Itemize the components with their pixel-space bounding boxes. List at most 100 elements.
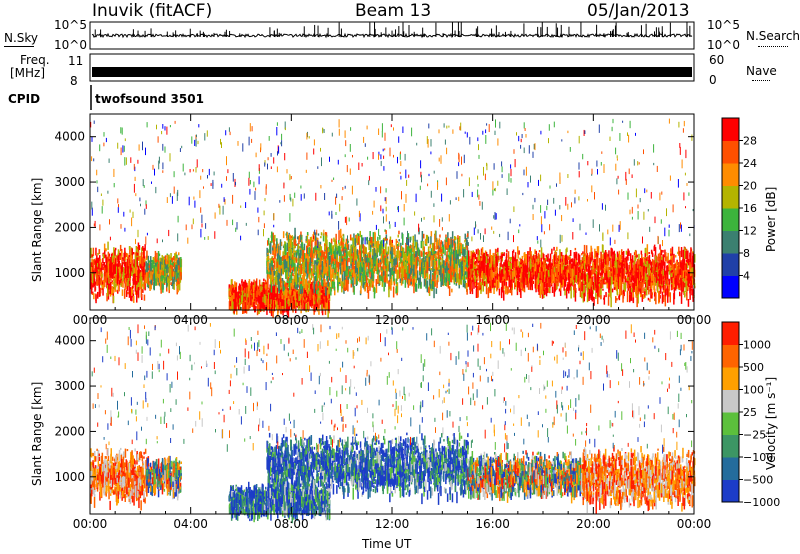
scatter-cell (377, 236, 379, 246)
scatter-cell (308, 247, 311, 253)
scatter-cell (339, 266, 342, 274)
scatter-cell (417, 256, 419, 262)
scatter-cell (172, 261, 175, 267)
scatter-cell (406, 246, 409, 256)
scatter-cell (432, 260, 434, 272)
scatter-cell (148, 260, 150, 263)
scatter-cell (311, 292, 313, 303)
scatter-cell (514, 254, 517, 267)
scatter-cell (327, 306, 329, 318)
scatter-cell (247, 286, 249, 298)
scatter-cell (285, 233, 287, 236)
scatter-cell (276, 261, 279, 268)
scatter-cell (287, 256, 290, 259)
scatter-cell (271, 288, 274, 298)
scatter-cell (112, 277, 115, 281)
scatter-cell (126, 253, 129, 260)
scatter-cell (119, 269, 122, 274)
scatter-cell (287, 276, 290, 281)
scatter-cell (252, 284, 255, 293)
scatter-cell (288, 278, 291, 290)
scatter-cell (117, 249, 120, 255)
scatter-cell (359, 246, 361, 254)
scatter-cell (154, 262, 157, 266)
scatter-cell (447, 232, 449, 244)
scatter-cell (339, 277, 341, 283)
scatter-cell (117, 255, 119, 263)
scatter-cell (328, 298, 330, 302)
scatter-cell (322, 233, 325, 242)
scatter-cell (367, 257, 370, 263)
scatter-cell (463, 274, 466, 284)
scatter-cell (518, 261, 521, 271)
scatter-cell (275, 247, 277, 257)
scatter-cell (295, 243, 298, 246)
scatter-cell (330, 287, 332, 296)
scatter-cell (498, 268, 501, 280)
scatter-cell (340, 238, 343, 246)
scatter-cell (466, 267, 468, 270)
scatter-cell (153, 281, 155, 291)
scatter-cell (539, 286, 542, 298)
scatter-cell (385, 266, 387, 269)
scatter-cell (380, 240, 382, 249)
scatter-cell (228, 296, 231, 300)
scatter-cell (283, 286, 286, 291)
scatter-cell (429, 274, 431, 280)
scatter-cell (323, 259, 325, 266)
scatter-cell (381, 266, 383, 271)
scatter-cell (345, 238, 348, 243)
scatter-cell (535, 250, 537, 254)
scatter-cell (313, 236, 315, 241)
scatter-cell (117, 262, 120, 265)
scatter-cell (114, 247, 117, 251)
scatter-cell (280, 241, 283, 247)
scatter-cell (433, 277, 436, 287)
scatter-cell (494, 248, 497, 259)
scatter-cell (266, 280, 269, 288)
scatter-cell (105, 248, 107, 252)
scatter-cell (340, 252, 342, 263)
scatter-cell (346, 251, 348, 261)
scatter-cell (445, 258, 447, 266)
scatter-cell (291, 279, 294, 289)
scatter-cell (349, 234, 352, 241)
scatter-cell (571, 258, 573, 262)
scatter-cell (472, 250, 474, 254)
scatter-cell (440, 240, 442, 245)
scatter-cell (320, 236, 322, 239)
scatter-cell (310, 289, 312, 300)
scatter-cell (241, 279, 243, 287)
scatter-cell (134, 264, 137, 268)
scatter-cell (406, 237, 408, 245)
scatter-cell (358, 278, 361, 281)
scatter-cell (325, 232, 328, 237)
scatter-cell (415, 278, 418, 283)
scatter-cell (441, 263, 443, 274)
scatter-cell (256, 286, 258, 298)
scatter-cell (271, 260, 273, 267)
scatter-cell (323, 296, 326, 309)
scatter-cell (162, 263, 164, 274)
scatter-cell (95, 294, 97, 304)
scatter-cell (258, 279, 261, 291)
scatter-cell (376, 267, 379, 275)
scatter-cell (440, 265, 442, 278)
scatter-cell (414, 282, 417, 292)
scatter-cell (334, 263, 336, 273)
scatter-cell (543, 286, 545, 299)
scatter-cell (283, 299, 285, 305)
scatter-cell (253, 301, 255, 305)
scatter-cell (412, 254, 414, 264)
scatter-cell (300, 239, 303, 243)
scatter-cell (293, 275, 295, 279)
scatter-cell (460, 243, 462, 252)
scatter-cell (401, 251, 403, 256)
scatter-cell (118, 268, 121, 273)
scatter-cell (327, 253, 329, 260)
scatter-cell (541, 262, 544, 265)
scatter-cell (270, 267, 273, 272)
scatter-cell (564, 288, 566, 296)
scatter-cell (335, 263, 338, 274)
scatter-cell (312, 282, 314, 286)
